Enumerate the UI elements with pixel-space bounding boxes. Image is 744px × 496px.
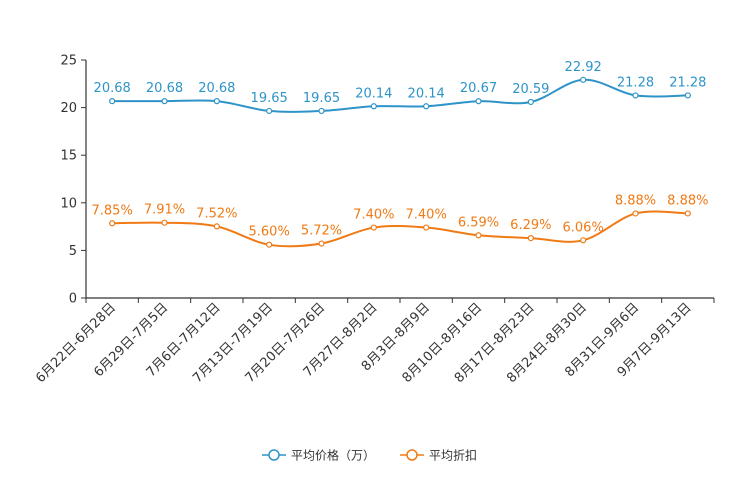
data-point-price[interactable] — [527, 98, 534, 106]
data-label-discount: 8.88% — [615, 193, 656, 208]
data-point-discount[interactable] — [370, 224, 377, 231]
data-point-price[interactable] — [684, 92, 691, 99]
data-label-discount: 7.52% — [196, 206, 237, 221]
data-label-price: 20.14 — [355, 86, 392, 101]
data-label-price: 22.92 — [565, 60, 602, 75]
data-label-discount: 7.85% — [92, 203, 133, 218]
series-line-discount — [112, 210, 688, 248]
data-label-discount: 6.06% — [563, 220, 604, 235]
y-tick-label: 15 — [60, 149, 77, 164]
data-point-price[interactable] — [213, 98, 220, 105]
legend-marker-price — [268, 449, 280, 461]
data-label-discount: 5.72% — [301, 224, 342, 239]
data-point-discount[interactable] — [423, 224, 430, 231]
y-tick-label: 25 — [60, 54, 77, 69]
data-point-price[interactable] — [475, 98, 482, 105]
data-label-price: 20.68 — [198, 81, 235, 96]
data-point-discount[interactable] — [266, 241, 273, 248]
legend[interactable]: 平均价格（万） 平均折扣 — [262, 448, 477, 463]
data-point-discount[interactable] — [580, 237, 587, 244]
data-label-discount: 6.59% — [458, 215, 499, 230]
legend-marker-discount — [406, 449, 418, 461]
data-point-price[interactable] — [109, 98, 116, 105]
data-label-discount: 5.60% — [249, 225, 290, 240]
data-point-discount[interactable] — [109, 220, 116, 227]
data-label-price: 19.65 — [303, 91, 340, 106]
data-label-discount: 7.91% — [144, 203, 185, 218]
data-point-price[interactable] — [632, 92, 639, 99]
data-label-price: 19.65 — [251, 91, 288, 106]
data-point-discount[interactable] — [318, 240, 325, 247]
data-point-price[interactable] — [423, 103, 430, 110]
data-label-price: 20.68 — [146, 81, 183, 96]
series-layer — [109, 76, 691, 248]
series-line-price — [112, 78, 688, 113]
data-label-price: 20.59 — [512, 82, 549, 97]
y-tick-label: 20 — [60, 101, 77, 116]
data-labels-layer: 20.68 20.68 20.68 19.65 19.65 20.14 20.14 20.67… — [92, 60, 709, 240]
data-point-price[interactable] — [580, 76, 587, 83]
legend-label-discount: 平均折扣 — [429, 448, 477, 463]
data-point-price[interactable] — [161, 98, 168, 105]
data-label-discount: 7.40% — [406, 208, 447, 223]
data-point-discount[interactable] — [161, 219, 168, 226]
data-label-price: 21.28 — [669, 75, 706, 90]
data-point-discount[interactable] — [527, 235, 534, 242]
y-tick-label: 5 — [69, 244, 77, 259]
data-point-price[interactable] — [266, 107, 273, 115]
data-label-discount: 6.29% — [510, 218, 551, 233]
data-point-discount[interactable] — [684, 210, 691, 217]
y-tick-label: 0 — [69, 292, 77, 307]
data-label-discount: 8.88% — [667, 193, 708, 208]
data-label-price: 21.28 — [617, 75, 654, 90]
data-label-price: 20.68 — [94, 81, 131, 96]
legend-item-discount[interactable]: 平均折扣 — [400, 448, 477, 463]
data-point-discount[interactable] — [213, 223, 220, 230]
data-label-discount: 7.40% — [353, 208, 394, 223]
data-label-price: 20.67 — [460, 81, 497, 96]
data-point-price[interactable] — [370, 103, 377, 110]
data-label-price: 20.14 — [408, 86, 445, 101]
data-point-price[interactable] — [318, 107, 325, 115]
legend-item-price[interactable]: 平均价格（万） — [262, 448, 375, 463]
data-point-discount[interactable] — [632, 210, 639, 217]
legend-label-price: 平均价格（万） — [291, 448, 375, 463]
data-point-discount[interactable] — [475, 232, 482, 239]
y-tick-label: 10 — [60, 196, 77, 211]
